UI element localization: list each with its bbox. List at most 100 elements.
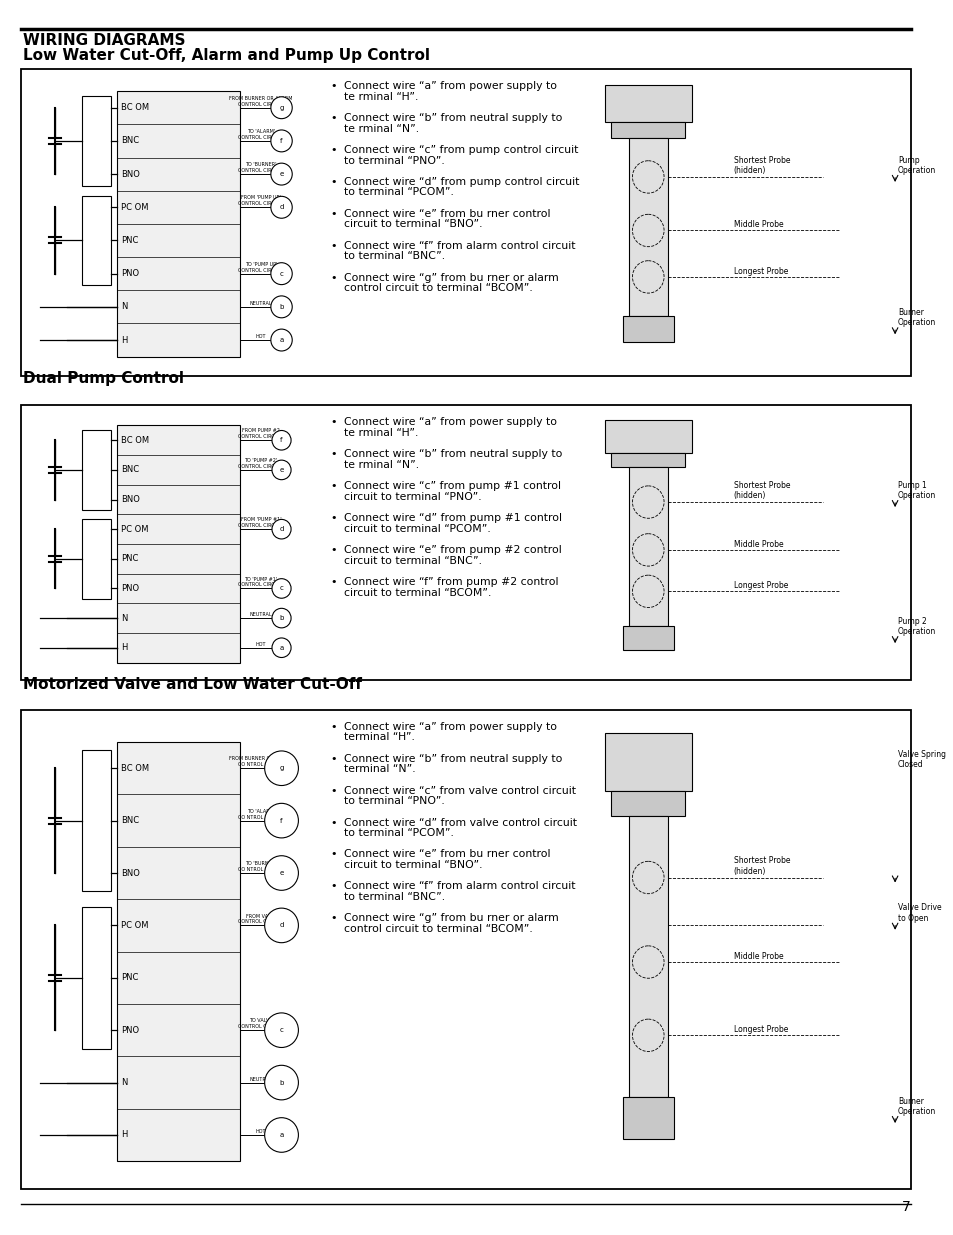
Text: TO 'PUMP UP'
CONTROL CIRC UIT: TO 'PUMP UP' CONTROL CIRC UIT bbox=[237, 262, 284, 273]
Bar bbox=[117, 742, 240, 1161]
Text: f: f bbox=[280, 437, 282, 443]
Text: TO 'BURNER'
CONTROL CIRC UIT: TO 'BURNER' CONTROL CIRC UIT bbox=[237, 162, 284, 173]
Bar bbox=[622, 316, 673, 342]
Text: •: • bbox=[330, 882, 336, 892]
Circle shape bbox=[264, 1118, 298, 1152]
Text: N: N bbox=[121, 614, 127, 622]
Text: to terminal “PNO”.: to terminal “PNO”. bbox=[344, 797, 444, 806]
Bar bbox=[611, 122, 684, 137]
Bar bbox=[82, 96, 111, 185]
Text: Connect wire “c” from valve control circuit: Connect wire “c” from valve control circ… bbox=[344, 785, 576, 795]
Circle shape bbox=[272, 579, 291, 598]
Bar bbox=[82, 906, 111, 1049]
Text: Burner
Operation: Burner Operation bbox=[897, 1097, 935, 1116]
Text: to terminal “PNO”.: to terminal “PNO”. bbox=[344, 156, 444, 165]
Bar bbox=[604, 732, 691, 790]
Text: TO 'PUMP #2'
CONTROL CIRC UIT: TO 'PUMP #2' CONTROL CIRC UIT bbox=[237, 458, 284, 469]
Circle shape bbox=[264, 803, 298, 837]
Bar bbox=[622, 1098, 673, 1139]
Bar bbox=[628, 815, 667, 1098]
Text: terminal “H”.: terminal “H”. bbox=[344, 732, 415, 742]
Text: b: b bbox=[279, 304, 283, 310]
Text: g: g bbox=[279, 766, 283, 771]
Text: Longest Probe: Longest Probe bbox=[733, 582, 787, 590]
Text: BNO: BNO bbox=[121, 495, 139, 504]
Text: Valve Spring
Closed: Valve Spring Closed bbox=[897, 750, 945, 769]
Text: •: • bbox=[330, 850, 336, 860]
Bar bbox=[82, 195, 111, 285]
Text: H: H bbox=[121, 643, 127, 652]
Text: Shortest Probe
(hidden): Shortest Probe (hidden) bbox=[733, 480, 789, 500]
Text: •: • bbox=[330, 753, 336, 763]
Text: FROM 'PUMP UP'
CONTROL CIRC UIT: FROM 'PUMP UP' CONTROL CIRC UIT bbox=[237, 195, 284, 206]
Circle shape bbox=[272, 520, 291, 538]
Text: Pump
Operation: Pump Operation bbox=[897, 156, 935, 175]
Text: circuit to terminal “BNO”.: circuit to terminal “BNO”. bbox=[344, 860, 482, 869]
Text: a: a bbox=[279, 337, 283, 343]
Text: circuit to terminal “BNO”.: circuit to terminal “BNO”. bbox=[344, 220, 482, 230]
Text: Connect wire “d” from pump control circuit: Connect wire “d” from pump control circu… bbox=[344, 177, 578, 186]
Text: control circuit to terminal “BCOM”.: control circuit to terminal “BCOM”. bbox=[344, 283, 533, 293]
Text: a: a bbox=[279, 1132, 283, 1137]
Text: Connect wire “e” from bu rner control: Connect wire “e” from bu rner control bbox=[344, 850, 550, 860]
Text: Middle Probe: Middle Probe bbox=[733, 540, 782, 548]
Text: PC OM: PC OM bbox=[121, 921, 148, 930]
Bar bbox=[21, 69, 910, 375]
Text: to terminal “BNC”.: to terminal “BNC”. bbox=[344, 892, 445, 902]
Text: Burner
Operation: Burner Operation bbox=[897, 308, 935, 327]
Bar bbox=[82, 519, 111, 599]
Text: Connect wire “b” from neutral supply to: Connect wire “b” from neutral supply to bbox=[344, 114, 562, 124]
Text: Connect wire “c” from pump control circuit: Connect wire “c” from pump control circu… bbox=[344, 144, 578, 156]
Circle shape bbox=[271, 263, 292, 284]
Text: H: H bbox=[121, 1130, 127, 1140]
Text: f: f bbox=[280, 138, 282, 144]
Text: Connect wire “f” from alarm control circuit: Connect wire “f” from alarm control circ… bbox=[344, 882, 575, 892]
Text: FROM PUMP #2
CONTROL CIRC UIT: FROM PUMP #2 CONTROL CIRC UIT bbox=[237, 429, 284, 440]
Bar bbox=[604, 420, 691, 453]
Text: circuit to terminal “PCOM”.: circuit to terminal “PCOM”. bbox=[344, 524, 491, 534]
Bar bbox=[604, 85, 691, 122]
Circle shape bbox=[272, 638, 291, 657]
Text: Longest Probe: Longest Probe bbox=[733, 267, 787, 275]
Text: TO 'PUMP #1'
CONTROL CIRC UIT: TO 'PUMP #1' CONTROL CIRC UIT bbox=[237, 577, 284, 588]
Circle shape bbox=[271, 329, 292, 351]
Text: •: • bbox=[330, 721, 336, 732]
Text: •: • bbox=[330, 785, 336, 795]
Text: PNC: PNC bbox=[121, 973, 138, 982]
Circle shape bbox=[272, 609, 291, 627]
Text: to terminal “BNC”.: to terminal “BNC”. bbox=[344, 252, 445, 262]
Text: control circuit to terminal “BCOM”.: control circuit to terminal “BCOM”. bbox=[344, 924, 533, 934]
Text: PNO: PNO bbox=[121, 584, 139, 593]
Text: te rminal “H”.: te rminal “H”. bbox=[344, 427, 418, 438]
Text: terminal “N”.: terminal “N”. bbox=[344, 764, 416, 774]
Text: Connect wire “c” from pump #1 control: Connect wire “c” from pump #1 control bbox=[344, 482, 560, 492]
Bar bbox=[622, 626, 673, 650]
Text: •: • bbox=[330, 417, 336, 427]
Text: Connect wire “f” from pump #2 control: Connect wire “f” from pump #2 control bbox=[344, 577, 558, 587]
Text: BNC: BNC bbox=[121, 466, 139, 474]
Text: •: • bbox=[330, 914, 336, 924]
Bar bbox=[21, 405, 910, 679]
Circle shape bbox=[264, 1013, 298, 1047]
Text: •: • bbox=[330, 144, 336, 156]
Bar bbox=[628, 467, 667, 626]
Text: BNO: BNO bbox=[121, 868, 139, 878]
Text: BC OM: BC OM bbox=[121, 436, 149, 445]
Text: d: d bbox=[279, 923, 283, 929]
Text: circuit to terminal “PNO”.: circuit to terminal “PNO”. bbox=[344, 492, 481, 501]
Circle shape bbox=[271, 96, 292, 119]
Text: •: • bbox=[330, 514, 336, 524]
Text: circuit to terminal “BNC”.: circuit to terminal “BNC”. bbox=[344, 556, 481, 566]
Bar bbox=[117, 425, 240, 662]
Text: HOT: HOT bbox=[255, 642, 266, 647]
Text: •: • bbox=[330, 482, 336, 492]
Bar bbox=[611, 453, 684, 467]
Circle shape bbox=[264, 751, 298, 785]
Text: circuit to terminal “BCOM”.: circuit to terminal “BCOM”. bbox=[344, 588, 491, 598]
Text: PNO: PNO bbox=[121, 1026, 139, 1035]
Text: BNC: BNC bbox=[121, 816, 139, 825]
Text: Valve Drive
to Open: Valve Drive to Open bbox=[897, 903, 941, 923]
Text: FROM BURNER OR ALARM
CONTROL CIRC UIT: FROM BURNER OR ALARM CONTROL CIRC UIT bbox=[229, 96, 293, 106]
Bar bbox=[21, 710, 910, 1189]
Text: Dual Pump Control: Dual Pump Control bbox=[23, 370, 184, 385]
